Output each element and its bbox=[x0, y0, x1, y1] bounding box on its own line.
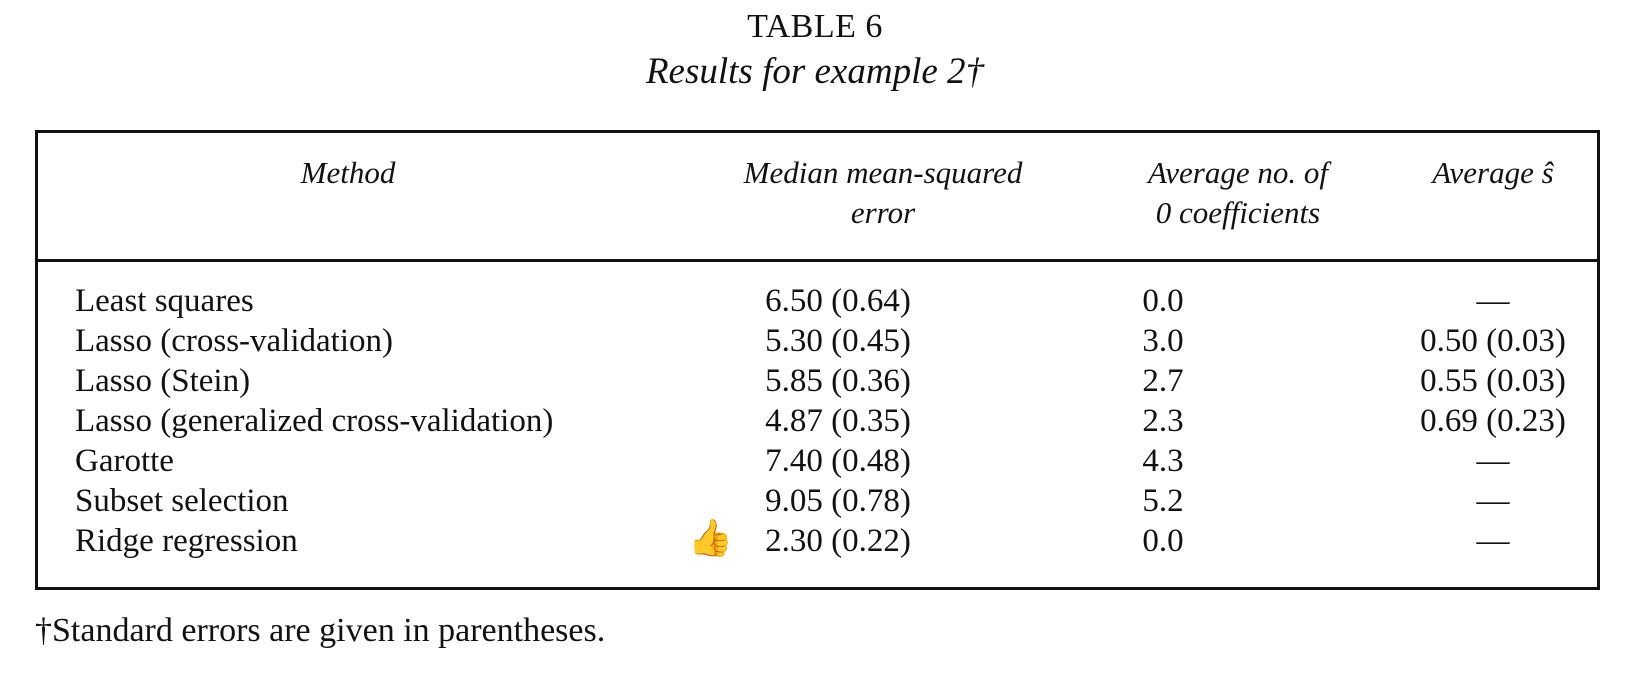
zero-coefficients-cell: 2.3 bbox=[1142, 403, 1184, 439]
table-row: Lasso (generalized cross-validation) 4.8… bbox=[38, 401, 1597, 441]
table-row: Lasso (cross-validation) 5.30 (0.45) 3.0… bbox=[38, 321, 1597, 361]
header-mse-line1: Median mean-squared bbox=[743, 155, 1023, 190]
table-row: Garotte 7.40 (0.48) 4.3 — bbox=[38, 441, 1597, 481]
table-label: TABLE 6 bbox=[747, 8, 883, 45]
header-median-mse: Median mean-squared error bbox=[633, 153, 1133, 233]
header-mse-line2: error bbox=[850, 195, 916, 230]
mse-cell: 5.85 (0.36) bbox=[765, 363, 911, 399]
method-cell: Lasso (generalized cross-validation) bbox=[75, 403, 554, 439]
s-hat-cell: — bbox=[1476, 443, 1510, 479]
results-table: Method Median mean-squared error Average… bbox=[35, 130, 1600, 590]
s-hat-cell: 0.50 (0.03) bbox=[1420, 323, 1566, 359]
method-cell: Lasso (Stein) bbox=[75, 363, 251, 399]
s-hat-cell: — bbox=[1476, 523, 1510, 559]
mse-cell: 7.40 (0.48) bbox=[765, 443, 911, 479]
header-zero-line2: 0 coefficients bbox=[1155, 195, 1321, 230]
method-cell: Subset selection bbox=[75, 483, 289, 519]
mse-cell: 9.05 (0.78) bbox=[765, 483, 911, 519]
zero-coefficients-cell: 4.3 bbox=[1142, 443, 1184, 479]
table-title: Results for example 2† bbox=[645, 51, 985, 92]
header-zero-line1: Average no. of bbox=[1148, 155, 1328, 190]
header-divider bbox=[38, 259, 1597, 262]
table-row: Ridge regression 👍 2.30 (0.22) 0.0 — bbox=[38, 518, 1597, 561]
mse-cell: 2.30 (0.22) bbox=[765, 523, 911, 559]
mse-cell: 6.50 (0.64) bbox=[765, 283, 911, 319]
header-average-s-hat: Average ŝ bbox=[1432, 155, 1554, 190]
s-hat-cell: 0.55 (0.03) bbox=[1420, 363, 1566, 399]
method-cell: Garotte bbox=[75, 443, 174, 479]
s-hat-cell: 0.69 (0.23) bbox=[1420, 403, 1566, 439]
method-cell: Lasso (cross-validation) bbox=[75, 323, 393, 359]
zero-coefficients-cell: 0.0 bbox=[1142, 523, 1184, 559]
mse-cell: 5.30 (0.45) bbox=[765, 323, 911, 359]
zero-coefficients-cell: 3.0 bbox=[1142, 323, 1184, 359]
s-hat-cell: — bbox=[1476, 283, 1510, 319]
zero-coefficients-cell: 2.7 bbox=[1142, 363, 1184, 399]
zero-coefficients-cell: 5.2 bbox=[1142, 483, 1184, 519]
header-method: Method bbox=[300, 155, 396, 190]
method-cell: Ridge regression bbox=[75, 523, 298, 559]
mse-cell: 4.87 (0.35) bbox=[765, 403, 911, 439]
table-body: Least squares 6.50 (0.64) 0.0 — Lasso (c… bbox=[38, 281, 1597, 561]
table-row: Least squares 6.50 (0.64) 0.0 — bbox=[38, 281, 1597, 321]
thumbs-up-icon: 👍 bbox=[688, 518, 733, 559]
table-row: Lasso (Stein) 5.85 (0.36) 2.7 0.55 (0.03… bbox=[38, 361, 1597, 401]
header-avg-zero-coefficients: Average no. of 0 coefficients bbox=[1068, 153, 1408, 233]
table-footnote: †Standard errors are given in parenthese… bbox=[35, 612, 606, 649]
zero-coefficients-cell: 0.0 bbox=[1142, 283, 1184, 319]
method-cell: Least squares bbox=[75, 283, 254, 319]
s-hat-cell: — bbox=[1476, 483, 1510, 519]
table-row: Subset selection 9.05 (0.78) 5.2 — bbox=[38, 481, 1597, 521]
